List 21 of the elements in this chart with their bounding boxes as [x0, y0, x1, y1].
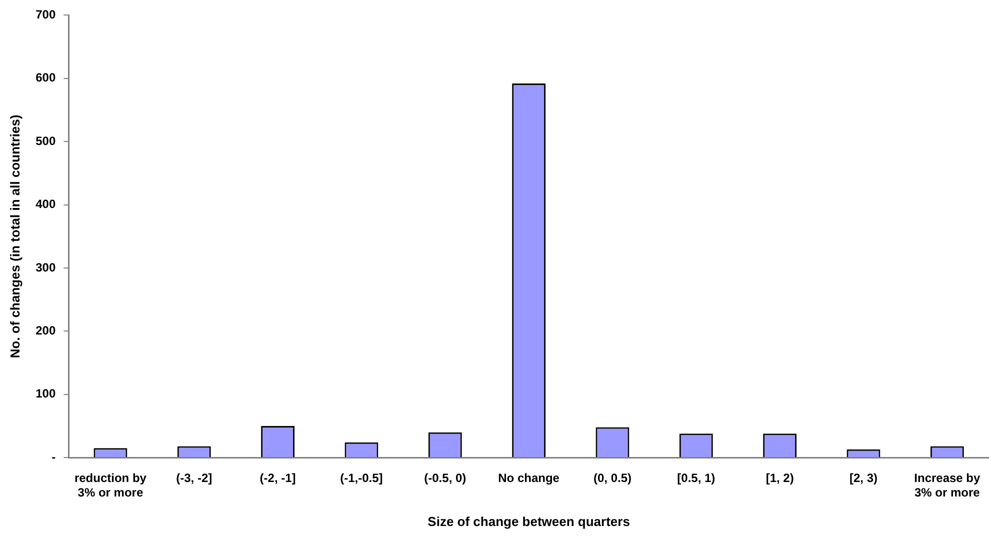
x-tick-label: [2, 3) — [849, 471, 878, 486]
x-tick-label: [0.5, 1) — [677, 471, 716, 486]
x-tick-label: No change — [498, 471, 560, 486]
x-tick-label: Increase by 3% or more — [914, 471, 981, 500]
y-tick-label: 100 — [36, 386, 56, 401]
x-tick-label: (-3, -2] — [176, 471, 212, 486]
y-tick-label: 600 — [36, 70, 56, 85]
y-axis-title: No. of changes (in total in all countries) — [7, 114, 22, 358]
y-tick-label: 300 — [36, 260, 56, 274]
y-tick-label: 500 — [36, 134, 56, 148]
y-tick-label: 200 — [36, 324, 56, 338]
y-tick-label: - — [52, 450, 56, 464]
x-tick-label: reduction by 3% or more — [74, 471, 147, 500]
y-tick-label: 700 — [36, 8, 56, 22]
x-tick-label: (-0.5, 0) — [424, 471, 466, 486]
x-axis-title: Size of change between quarters — [428, 514, 630, 529]
x-tick-label: (0, 0.5) — [593, 471, 632, 486]
x-tick-label: [1, 2) — [766, 471, 794, 486]
x-tick-label: (-2, -1] — [260, 471, 296, 486]
x-tick-label: (-1,-0.5] — [340, 471, 383, 486]
y-tick-label: 400 — [36, 197, 56, 212]
